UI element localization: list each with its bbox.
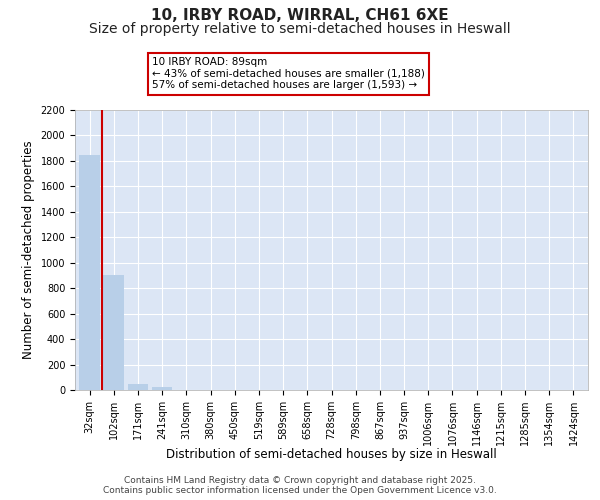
Bar (79, 154, 100, 390)
Text: Size of property relative to semi-detached houses in Heswall: Size of property relative to semi-detach… (89, 22, 511, 36)
Y-axis label: Number of semi-detached properties: Number of semi-detached properties (22, 140, 35, 360)
X-axis label: Distribution of semi-detached houses by size in Heswall: Distribution of semi-detached houses by … (166, 448, 497, 461)
Bar (103, 276, 124, 390)
Bar (152, 388, 172, 390)
Bar (128, 384, 148, 390)
Text: Contains HM Land Registry data © Crown copyright and database right 2025.
Contai: Contains HM Land Registry data © Crown c… (103, 476, 497, 495)
Text: 10, IRBY ROAD, WIRRAL, CH61 6XE: 10, IRBY ROAD, WIRRAL, CH61 6XE (151, 8, 449, 22)
Text: 10 IRBY ROAD: 89sqm
← 43% of semi-detached houses are smaller (1,188)
57% of sem: 10 IRBY ROAD: 89sqm ← 43% of semi-detach… (152, 57, 425, 90)
